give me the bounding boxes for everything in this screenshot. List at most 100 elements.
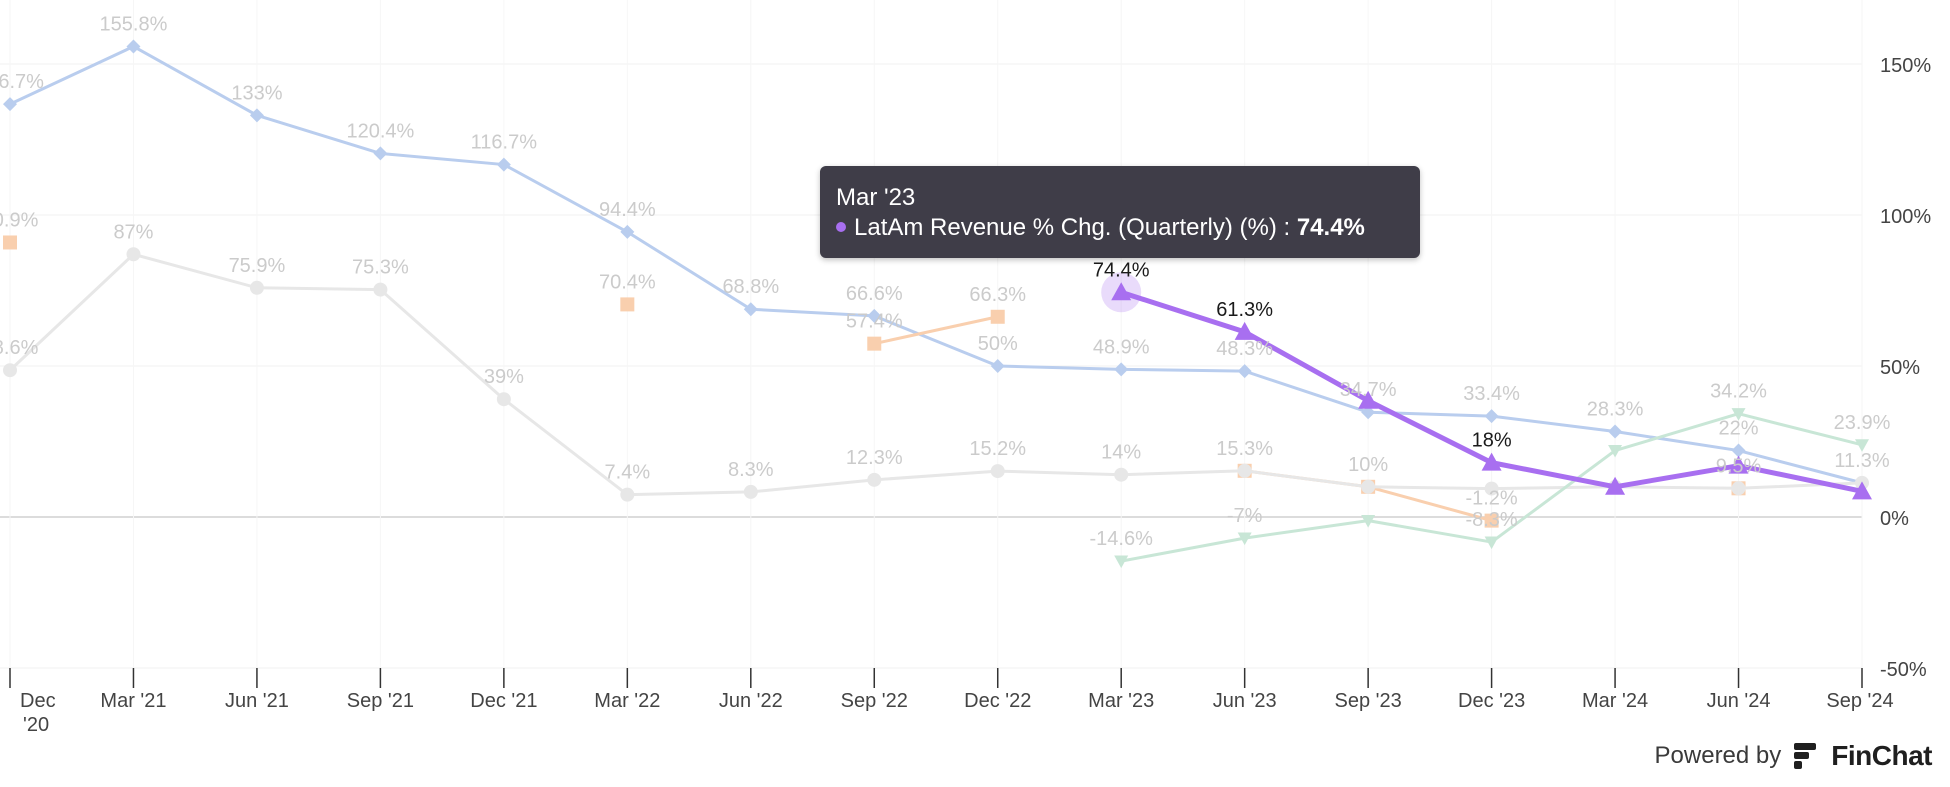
data-point: [1237, 463, 1252, 478]
x-tick-label: Mar '23: [1088, 690, 1154, 712]
data-point: [867, 472, 882, 487]
x-tick-label: Sep '21: [347, 690, 414, 712]
x-tick-label: Mar '24: [1582, 690, 1648, 712]
data-point: [496, 392, 511, 407]
data-label: 33.4%: [1463, 383, 1520, 405]
tooltip-row: LatAm Revenue % Chg. (Quarterly) (%) : 7…: [836, 214, 1365, 242]
data-point: [1731, 408, 1746, 421]
data-point: [1852, 481, 1872, 500]
data-label: 94.4%: [599, 199, 656, 221]
series-line: [873, 315, 999, 346]
y-tick-label: 50%: [1880, 357, 1920, 379]
x-tick-label: Jun '21: [225, 690, 289, 712]
data-label: 22%: [1719, 418, 1759, 440]
data-point: [1114, 467, 1129, 482]
data-label: 133%: [231, 82, 282, 104]
data-label: 61.3%: [1216, 299, 1273, 321]
data-point: [990, 464, 1005, 479]
series-line: [9, 44, 1863, 485]
tooltip-value: 74.4%: [1296, 214, 1365, 241]
data-point: [867, 336, 882, 351]
data-label: 15.2%: [969, 438, 1026, 460]
data-label: 136.7%: [0, 71, 44, 93]
tooltip: Mar '23 LatAm Revenue % Chg. (Quarterly)…: [820, 166, 1420, 258]
data-point: [1484, 409, 1499, 424]
data-point: [1731, 481, 1746, 496]
x-tick-label: Sep '23: [1335, 690, 1402, 712]
series: [1101, 272, 1872, 500]
data-point: [1484, 513, 1499, 528]
data-label: 120.4%: [346, 120, 414, 142]
data-point: [990, 309, 1005, 324]
data-label: 74.4%: [1093, 259, 1150, 281]
data-point: [3, 97, 17, 112]
data-point: [1234, 321, 1255, 340]
y-tick-label: 100%: [1880, 206, 1931, 228]
data-label: 39%: [484, 366, 524, 388]
x-tick-label: Mar '21: [100, 690, 166, 712]
data-point: [373, 146, 388, 161]
data-point: [990, 359, 1005, 373]
tooltip-series-dot: [836, 221, 846, 232]
data-label-layer: 136.7% 155.8% 133% 120.4% 116.7% 94.4% 68.8% 66…: [0, 13, 1891, 550]
data-point: [1481, 452, 1502, 471]
data-label: 11.3%: [1834, 450, 1889, 472]
powered-by[interactable]: Powered by FinChat: [1655, 738, 1933, 774]
data-label: 70.4%: [599, 271, 656, 293]
data-label: 10%: [1348, 454, 1388, 476]
data-label: -14.6%: [1090, 528, 1154, 550]
data-point: [867, 308, 882, 323]
data-label: 23.9%: [1834, 412, 1891, 434]
data-point: [1114, 362, 1129, 377]
data-point: [1855, 439, 1869, 452]
tooltip-series-name: LatAm Revenue % Chg. (Quarterly) (%): [854, 214, 1277, 241]
grid-layer: [0, 63, 1862, 669]
series-line: [8, 252, 1863, 497]
y-tick-label: 0%: [1880, 508, 1909, 530]
series: [3, 247, 1869, 502]
finchat-logo-icon: [1794, 743, 1817, 769]
data-label: 68.8%: [722, 276, 779, 298]
data-label: 28.3%: [1587, 399, 1644, 421]
data-label: 48.6%: [0, 337, 39, 359]
data-point: [1728, 455, 1749, 474]
series-layer: [3, 39, 1872, 569]
data-point: [1484, 481, 1499, 496]
data-point: [1608, 424, 1623, 439]
data-label: 48.9%: [1093, 336, 1150, 358]
data-point: [1111, 282, 1132, 301]
x-tick-label: Dec '22: [964, 690, 1031, 712]
data-point: [249, 280, 264, 295]
data-point: [1361, 515, 1376, 528]
data-label: 66.6%: [846, 283, 903, 305]
data-point: [1731, 443, 1746, 458]
data-label: 7.4%: [605, 462, 651, 484]
x-tick-label: Sep '22: [841, 690, 908, 712]
data-label: 75.9%: [229, 255, 286, 277]
data-label: 57.4%: [846, 311, 903, 333]
data-point: [743, 302, 758, 317]
data-point: [1605, 476, 1626, 495]
data-point: [373, 282, 388, 297]
data-point: [1237, 364, 1252, 379]
axis-layer: -50% 0% 50% 100% 150% Dec'20 Mar '21 Jun '21 Sep…: [9, 55, 1931, 736]
data-label: 48.3%: [1216, 338, 1273, 360]
y-tick-label: -50%: [1880, 659, 1927, 681]
data-point: [3, 235, 17, 250]
data-point: [743, 484, 758, 499]
data-label: 75.3%: [352, 257, 409, 279]
data-label: 90.9%: [0, 209, 39, 231]
data-label: 116.7%: [471, 132, 538, 154]
x-tick-label: Jun '22: [719, 690, 783, 712]
y-tick-label: 150%: [1880, 55, 1931, 77]
data-point: [620, 224, 635, 239]
data-label: 34.7%: [1340, 379, 1397, 401]
data-point: [620, 297, 635, 312]
data-label: 87%: [113, 221, 153, 243]
x-tick-label: Dec '23: [1458, 690, 1525, 712]
data-point: [126, 39, 141, 54]
data-point: [496, 157, 511, 172]
data-label: 15.3%: [1216, 438, 1273, 460]
